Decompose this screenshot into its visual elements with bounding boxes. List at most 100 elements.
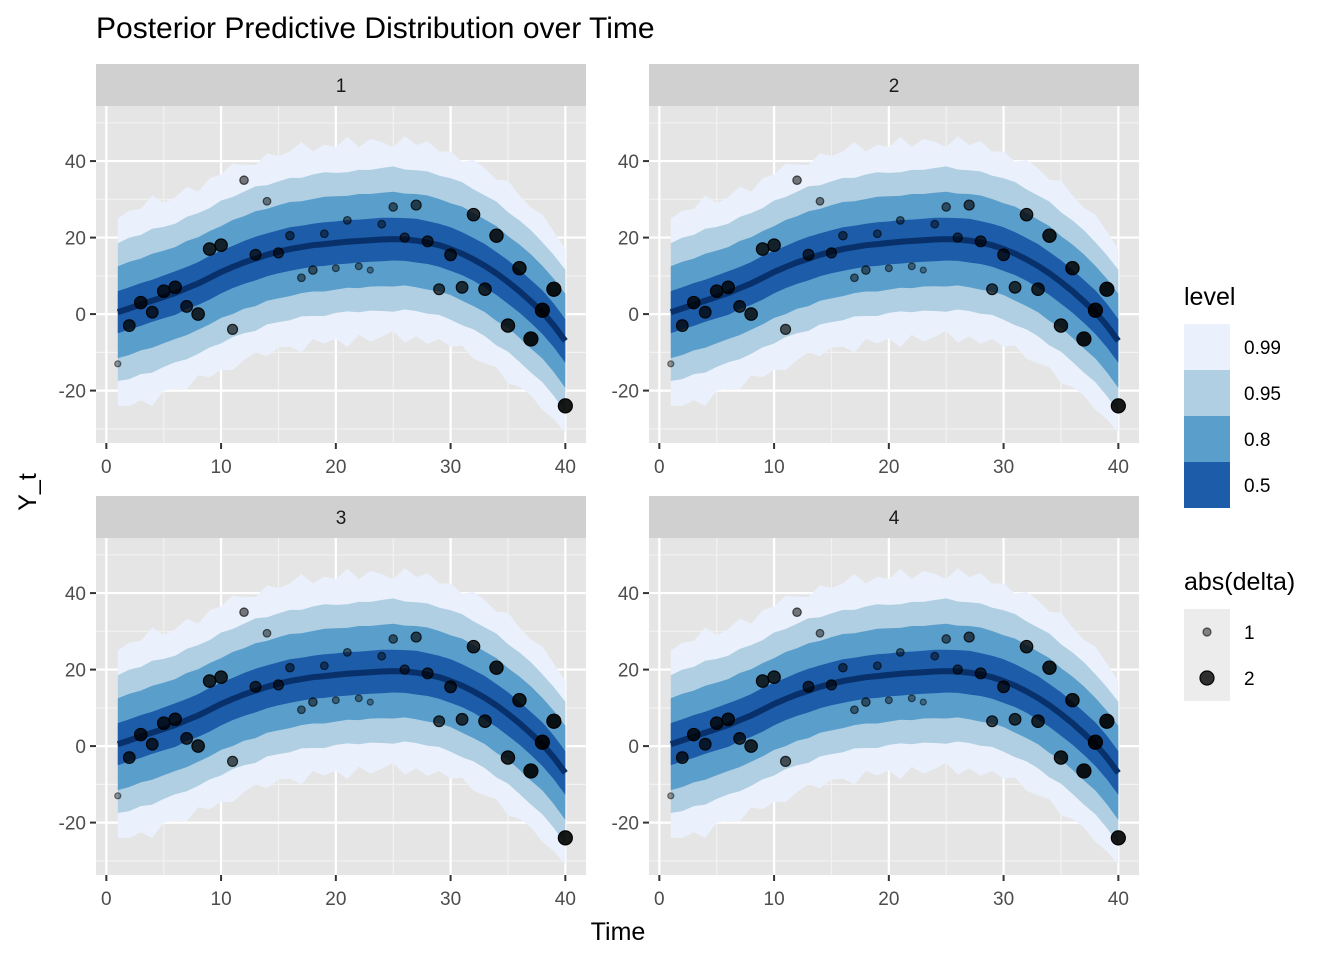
observed-point [792,175,802,186]
observed-point [156,716,171,730]
observed-point [850,705,859,715]
x-tick-label: 30 [993,457,1014,478]
observed-point [698,737,712,751]
observed-point [767,238,781,253]
observed-point [272,247,285,259]
observed-point [667,792,675,800]
observed-point [444,248,457,262]
legend-level-key [1184,416,1230,462]
x-tick-label: 0 [101,457,112,478]
y-tick-label: 20 [618,661,639,682]
observed-point [779,323,792,335]
x-tick-label: 40 [555,457,576,478]
x-tick-label: 20 [325,889,346,910]
observed-point [272,679,285,691]
x-tick-label: 10 [764,889,785,910]
observed-point [410,199,422,211]
observed-point [838,230,848,241]
observed-point [1053,750,1069,765]
observed-point [686,727,701,742]
observed-point [297,273,306,283]
observed-point [133,727,148,742]
observed-point [421,235,434,248]
observed-point [733,732,747,745]
x-tick-label: 20 [878,889,899,910]
observed-point [319,661,329,671]
observed-point [941,634,952,644]
legend-delta-key [1202,627,1212,637]
observed-point [214,670,228,685]
median-line [116,668,568,775]
y-tick-label: 0 [75,305,86,326]
observed-point [145,737,159,751]
observed-point [319,229,329,239]
y-tick-label: -20 [612,382,639,403]
observed-point [122,751,136,764]
observed-point [838,662,848,673]
facet-strip [649,64,1139,106]
x-tick-label: 30 [440,457,461,478]
observed-point [667,360,675,368]
observed-point [455,712,469,726]
observed-point [433,283,446,296]
observed-point [342,215,352,225]
observed-point [546,281,562,297]
observed-point [399,232,410,243]
observed-point [180,732,194,745]
observed-point [1042,660,1057,675]
observed-point [331,264,340,273]
observed-point [952,232,963,243]
x-tick-label: 10 [211,457,232,478]
observed-point [1076,763,1092,779]
observed-point [963,199,975,211]
observed-point [986,715,999,728]
x-tick-label: 30 [993,889,1014,910]
observed-point [997,248,1010,262]
y-tick-label: 20 [618,229,639,250]
observed-point [1053,318,1069,333]
observed-point [399,664,410,675]
observed-point [168,280,182,295]
observed-point [297,705,306,715]
observed-point [767,670,781,685]
legend-level-title: level [1184,283,1235,311]
observed-point [997,680,1010,694]
legend-abs-delta-title: abs(delta) [1184,568,1295,596]
observed-point [686,295,701,310]
observed-point [825,247,838,259]
legend-delta-key [1199,670,1215,686]
observed-point [410,631,422,643]
observed-point [308,265,318,275]
legend-delta-keybg [1184,609,1230,701]
observed-point [557,398,573,414]
legend-delta-label: 2 [1244,669,1255,690]
observed-point [1008,280,1022,294]
observed-point [1110,830,1126,846]
y-tick-label: 0 [75,737,86,758]
legend-abs-delta: abs(delta) 1 2 [1184,568,1295,701]
observed-point [512,260,527,276]
observed-point [1019,207,1034,222]
observed-point [872,661,882,671]
median-line [116,236,568,343]
observed-point [1065,260,1080,276]
observed-point [191,739,205,753]
observed-point [930,219,940,229]
observed-point [354,262,363,271]
observed-point [861,697,871,707]
observed-point [930,651,940,661]
legend-level-label: 0.95 [1244,384,1281,405]
observed-point [133,295,148,310]
observed-point [239,607,249,618]
observed-point [872,229,882,239]
y-axis-label: Y_t [14,473,42,511]
observed-point [145,305,159,319]
y-tick-label: 20 [65,661,86,682]
observed-point [974,667,987,680]
chart-title: Posterior Predictive Distribution over T… [96,12,655,45]
observed-point [377,219,387,229]
